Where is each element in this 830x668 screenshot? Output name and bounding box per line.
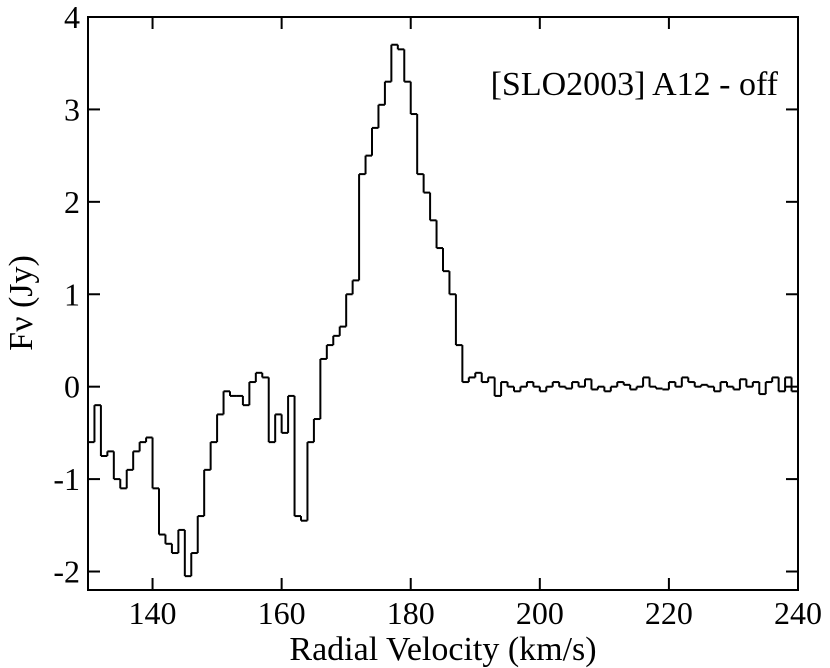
x-axis-label: Radial Velocity (km/s)	[289, 631, 596, 668]
x-tick-label: 160	[258, 595, 306, 631]
plot-frame	[87, 16, 799, 591]
y-tick-label: -2	[53, 554, 80, 590]
y-axis-label: Fν (Jy)	[3, 255, 40, 351]
y-tick-label: 0	[64, 369, 80, 405]
y-tick-label: 1	[64, 276, 80, 312]
x-tick-label: 180	[387, 595, 435, 631]
annotation: [SLO2003] A12 - off	[491, 66, 779, 103]
x-tick-label: 240	[774, 595, 822, 631]
y-tick-label: 4	[64, 0, 80, 35]
x-tick-label: 200	[516, 595, 564, 631]
y-tick-label: 3	[64, 91, 80, 127]
y-tick-label: 2	[64, 184, 80, 220]
x-tick-label: 220	[645, 595, 693, 631]
x-tick-label: 140	[129, 595, 177, 631]
y-tick-label: -1	[53, 461, 80, 497]
